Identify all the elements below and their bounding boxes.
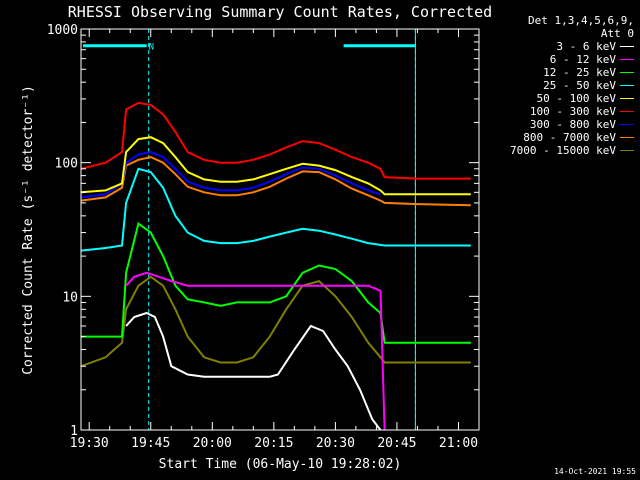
legend-header-line-1: Det 1,3,4,5,6,9, xyxy=(528,14,634,27)
status-bar-label-0: N xyxy=(149,43,154,53)
series-line-6 xyxy=(80,151,381,199)
y-tick-label-2: 100 xyxy=(55,157,78,172)
legend-swatch-8 xyxy=(620,150,634,151)
legend-entry-0: 3 - 6 keV xyxy=(474,40,634,53)
y-tick-label-1: 10 xyxy=(62,290,78,305)
plot-frame xyxy=(80,28,480,431)
series-line-5 xyxy=(80,101,471,180)
y-axis: 1 10 100 1000 xyxy=(47,23,479,439)
chart-title: RHESSI Observing Summary Count Rates, Co… xyxy=(68,3,492,21)
legend-swatch-3 xyxy=(620,85,634,86)
x-tick-label-6: 21:00 xyxy=(439,436,478,451)
x-tick-label-2: 20:00 xyxy=(193,436,232,451)
x-tick-label-4: 20:30 xyxy=(316,436,355,451)
legend-swatch-2 xyxy=(620,72,634,73)
legend-label-3: 25 - 50 keV xyxy=(543,79,616,92)
legend-entry-1: 6 - 12 keV xyxy=(474,53,634,66)
legend: Det 1,3,4,5,6,9, Att 0 3 - 6 keV 6 - 12 k… xyxy=(474,14,634,157)
x-axis: 19:30 19:45 20:00 20:15 20:30 20:45 21:00 xyxy=(70,29,478,451)
series-line-2 xyxy=(81,221,471,344)
legend-swatch-0 xyxy=(620,46,634,47)
legend-entry-7: 800 - 7000 keV xyxy=(474,131,634,144)
x-tick-label-3: 20:15 xyxy=(254,436,293,451)
legend-entry-6: 300 - 800 keV xyxy=(474,118,634,131)
legend-swatch-5 xyxy=(620,111,634,112)
legend-swatch-1 xyxy=(620,59,634,60)
y-tick-label-3: 1000 xyxy=(47,23,78,38)
legend-entries: 3 - 6 keV 6 - 12 keV 12 - 25 keV 25 - 50 ke… xyxy=(474,40,634,157)
legend-entry-8: 7000 - 15000 keV xyxy=(474,144,634,157)
series-line-3 xyxy=(80,167,471,252)
x-axis-label: Start Time (06-May-10 19:28:02) xyxy=(159,457,402,472)
series-line-8 xyxy=(80,275,471,368)
series-line-4 xyxy=(80,136,471,196)
legend-swatch-6 xyxy=(620,124,634,125)
legend-swatch-7 xyxy=(620,137,634,138)
legend-label-5: 100 - 300 keV xyxy=(529,105,616,118)
x-tick-label-5: 20:45 xyxy=(377,436,416,451)
footer-timestamp: 14-Oct-2021 19:55 xyxy=(554,467,636,476)
x-tick-label-0: 19:30 xyxy=(70,436,109,451)
series-line-0 xyxy=(125,311,382,431)
legend-label-4: 50 - 100 keV xyxy=(536,92,616,105)
legend-swatch-4 xyxy=(620,98,634,99)
x-tick-label-1: 19:45 xyxy=(131,436,170,451)
plot-area: N xyxy=(80,29,471,431)
legend-label-6: 300 - 800 keV xyxy=(529,118,616,131)
y-axis-label: Corrected Count Rate (s⁻¹ detector⁻¹) xyxy=(21,85,36,375)
legend-label-7: 800 - 7000 keV xyxy=(523,131,616,144)
legend-entry-2: 12 - 25 keV xyxy=(474,66,634,79)
legend-label-1: 6 - 12 keV xyxy=(549,53,616,66)
legend-entry-3: 25 - 50 keV xyxy=(474,79,634,92)
legend-label-2: 12 - 25 keV xyxy=(543,66,616,79)
legend-entry-5: 100 - 300 keV xyxy=(474,105,634,118)
legend-header-line-2: Att 0 xyxy=(600,27,634,40)
legend-label-8: 7000 - 15000 keV xyxy=(510,144,616,157)
legend-label-0: 3 - 6 keV xyxy=(556,40,616,53)
legend-entry-4: 50 - 100 keV xyxy=(474,92,634,105)
series-line-7 xyxy=(80,156,471,207)
y-tick-label-0: 1 xyxy=(70,424,78,439)
series-line-1 xyxy=(125,271,386,431)
